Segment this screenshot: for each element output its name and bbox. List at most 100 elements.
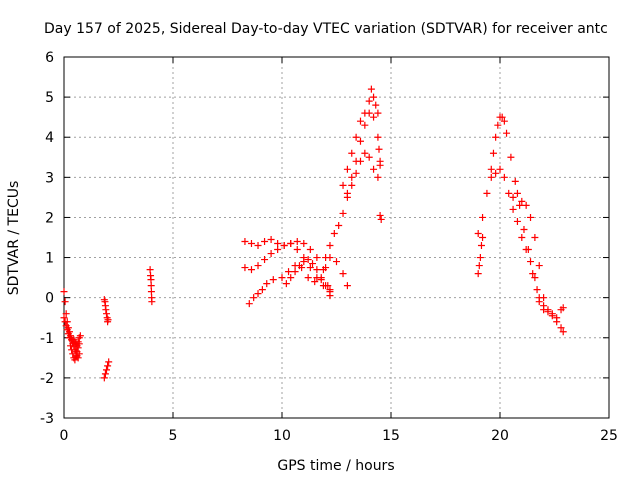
x-tick-label: 5: [169, 428, 178, 444]
data-point: [60, 288, 68, 296]
data-point: [274, 246, 282, 254]
data-point: [356, 157, 364, 165]
data-point: [509, 205, 517, 213]
data-point: [322, 254, 330, 262]
data-point: [476, 254, 484, 262]
data-point: [258, 286, 266, 294]
data-point: [311, 278, 319, 286]
data-point: [477, 242, 485, 250]
y-tick-label: 2: [45, 210, 54, 226]
series-arc-main-d: [282, 256, 334, 296]
data-point: [503, 129, 511, 137]
data-point: [105, 358, 113, 366]
data-point: [322, 282, 330, 290]
data-point: [524, 246, 532, 254]
data-point: [557, 324, 565, 332]
data-point: [513, 189, 521, 197]
data-point: [548, 312, 556, 320]
y-tick-label: 4: [45, 130, 54, 146]
data-point: [313, 254, 321, 262]
data-point: [339, 209, 347, 217]
data-point: [496, 165, 504, 173]
y-tick-label: 3: [45, 170, 54, 186]
data-point: [348, 173, 356, 181]
data-point: [520, 225, 528, 233]
data-point: [487, 165, 495, 173]
x-tick-label: 15: [382, 428, 400, 444]
data-point: [62, 310, 70, 318]
data-point: [540, 302, 548, 310]
data-point: [309, 260, 317, 268]
series-arc-main-b: [241, 240, 334, 294]
x-tick-label: 20: [491, 428, 509, 444]
data-point: [291, 268, 299, 276]
data-point: [247, 240, 255, 248]
data-point: [479, 213, 487, 221]
series-arc-2h-a: [100, 296, 112, 326]
data-point: [306, 246, 314, 254]
y-tick-label: 1: [45, 251, 54, 267]
data-point: [372, 101, 380, 109]
data-point: [64, 330, 72, 338]
data-point: [241, 264, 249, 272]
data-point: [529, 270, 537, 278]
series-arc-evening-d: [474, 234, 487, 278]
data-point: [483, 189, 491, 197]
data-point: [72, 352, 80, 360]
data-point: [67, 342, 75, 350]
data-point: [73, 348, 81, 356]
data-point: [104, 362, 112, 370]
data-point: [104, 316, 112, 324]
data-point: [531, 234, 539, 241]
data-point: [500, 117, 508, 125]
data-point: [348, 149, 356, 157]
series-arc-early-c: [67, 340, 83, 364]
series-arc-evening-tail: [535, 298, 567, 336]
data-point: [63, 326, 71, 334]
data-point: [356, 117, 364, 125]
data-point: [339, 270, 347, 278]
series-arc-evening-b: [487, 113, 541, 294]
y-axis-title: SDTVAR / TECUs: [6, 181, 22, 296]
data-point: [103, 366, 111, 374]
data-point: [498, 113, 506, 121]
data-point: [100, 374, 108, 382]
data-point: [103, 310, 111, 318]
data-point: [370, 93, 378, 101]
data-point: [522, 201, 530, 209]
data-point: [293, 246, 301, 254]
data-point: [293, 238, 301, 246]
data-point: [287, 274, 295, 282]
y-tick-label: -2: [40, 371, 54, 387]
data-point: [68, 346, 76, 354]
data-point: [74, 344, 82, 352]
data-point: [330, 229, 338, 237]
chart-title: Day 157 of 2025, Sidereal Day-to-day VTE…: [44, 21, 608, 37]
data-point: [254, 290, 262, 298]
data-point: [339, 181, 347, 189]
data-point: [494, 121, 502, 129]
data-point: [376, 211, 384, 219]
data-point: [148, 298, 156, 306]
series-arc-storm-tail: [374, 109, 385, 223]
data-point: [335, 221, 343, 229]
y-tick-label: 5: [45, 90, 54, 106]
data-point: [507, 153, 515, 161]
data-point: [147, 288, 155, 296]
series-arc-storm-c: [343, 149, 384, 201]
data-point: [313, 266, 321, 274]
data-point: [263, 280, 271, 288]
data-point: [518, 234, 526, 241]
data-point: [553, 318, 561, 326]
data-point: [261, 238, 269, 246]
data-point: [374, 173, 382, 181]
y-tick-label: 0: [45, 291, 54, 307]
data-point: [474, 270, 482, 278]
data-point: [509, 193, 517, 201]
data-point: [518, 197, 526, 205]
data-point: [559, 328, 567, 336]
y-tick-label: -3: [40, 411, 54, 427]
data-point: [361, 109, 369, 117]
data-point: [61, 298, 69, 306]
data-point: [511, 177, 519, 185]
